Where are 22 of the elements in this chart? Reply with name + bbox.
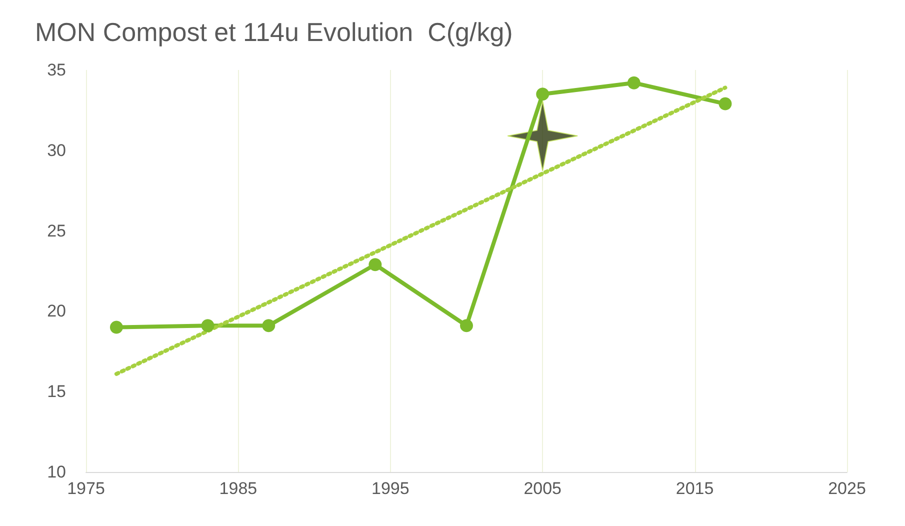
x-tick-label: 1995 — [371, 479, 410, 498]
chart-title: MON Compost et 114u Evolution C(g/kg) — [35, 17, 513, 47]
point — [110, 320, 123, 334]
y-tick-label: 25 — [47, 221, 66, 240]
y-tick-label: 35 — [47, 60, 66, 80]
y-tick-label: 30 — [47, 140, 66, 160]
point — [536, 88, 550, 101]
y-tick-label: 15 — [47, 382, 66, 402]
point — [368, 258, 382, 272]
x-tick-label: 1975 — [67, 479, 105, 498]
point — [262, 319, 276, 332]
point — [718, 97, 732, 110]
point — [201, 319, 214, 332]
x-tick-label: 1985 — [219, 479, 258, 498]
point — [460, 319, 473, 332]
y-tick-label: 20 — [47, 302, 66, 321]
point — [507, 100, 578, 172]
point — [627, 76, 640, 90]
x-tick-label: 2005 — [524, 479, 562, 498]
x-tick-label: 2025 — [828, 479, 866, 498]
y-tick-label: 10 — [47, 462, 66, 482]
x-tick-label: 2015 — [676, 479, 714, 498]
